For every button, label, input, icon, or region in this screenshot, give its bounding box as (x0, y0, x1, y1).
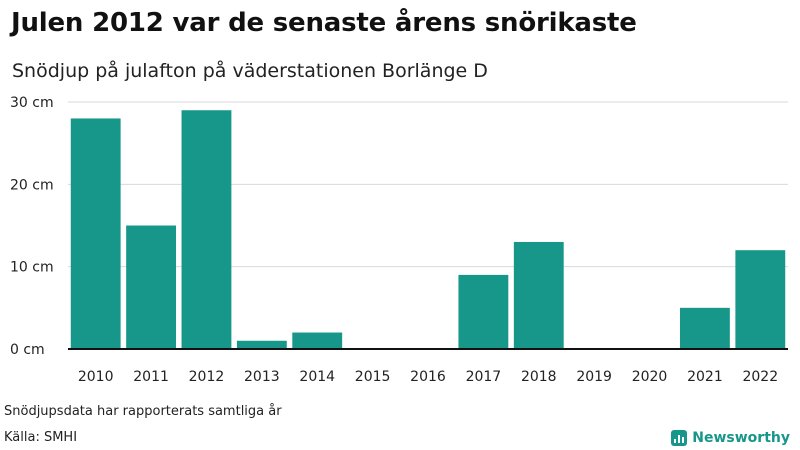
bar (181, 110, 232, 349)
chart-title: Julen 2012 var de senaste årens snörikas… (11, 8, 637, 38)
bar (126, 225, 176, 349)
y-tick-label: 30 cm (10, 95, 54, 111)
bar (513, 241, 564, 349)
source-note: Källa: SMHI (4, 430, 78, 445)
x-tick-label: 2011 (133, 369, 169, 385)
y-tick-label: 20 cm (10, 177, 54, 193)
bar-chart: 0 cm 10 cm 20 cm 30 cm 2010 2011 2012 2013 2014 2… (10, 95, 788, 385)
y-tick-label: 0 cm (10, 342, 45, 358)
bar (236, 340, 287, 349)
x-tick-label: 2017 (466, 369, 502, 385)
x-tick-label: 2019 (576, 369, 612, 385)
x-tick-label: 2014 (299, 369, 335, 385)
footnote: Snödjupsdata har rapporterats samtliga å… (4, 404, 282, 419)
x-tick-label: 2021 (687, 369, 723, 385)
brand-name: Newsworthy (692, 430, 790, 446)
x-tick-label: 2018 (521, 369, 557, 385)
x-tick-label: 2013 (244, 369, 280, 385)
bar (70, 118, 121, 349)
chart-subtitle: Snödjup på julafton på väderstationen Bo… (12, 60, 488, 82)
bar (458, 274, 509, 349)
brand-logo: Newsworthy (671, 428, 790, 448)
bar (292, 332, 343, 349)
x-tick-label: 2016 (410, 369, 446, 385)
x-tick-label: 2022 (742, 369, 778, 385)
x-tick-label: 2012 (189, 369, 225, 385)
x-tick-label: 2015 (355, 369, 391, 385)
bar (680, 307, 730, 349)
x-tick-label: 2020 (632, 369, 668, 385)
newsworthy-logo-icon (671, 430, 688, 446)
y-tick-label: 10 cm (10, 260, 54, 276)
x-tick-label: 2010 (78, 369, 114, 385)
bar (735, 250, 786, 349)
